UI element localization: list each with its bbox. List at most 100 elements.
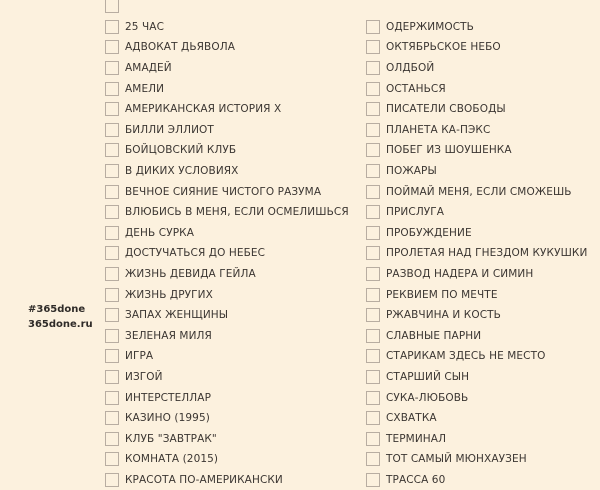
checklist-item[interactable]: АМАДЕЙ	[105, 58, 349, 79]
checkbox[interactable]	[105, 287, 119, 302]
checklist-item[interactable]: В ДИКИХ УСЛОВИЯХ	[105, 161, 349, 182]
checkbox[interactable]	[105, 81, 119, 96]
checklist-item[interactable]: ТРАССА 60	[366, 470, 587, 490]
checkbox[interactable]	[366, 287, 380, 302]
checkbox[interactable]	[366, 267, 380, 282]
checkbox[interactable]	[366, 452, 380, 467]
checklist-item[interactable]: СТАРШИЙ СЫН	[366, 367, 587, 388]
checkbox[interactable]	[105, 472, 119, 487]
checklist-item[interactable]: КЛУБ "ЗАВТРАК"	[105, 428, 349, 449]
checkbox[interactable]	[105, 267, 119, 282]
checklist-item[interactable]: КАЗИНО (1995)	[105, 408, 349, 429]
checkbox[interactable]	[105, 164, 119, 179]
site-label[interactable]: 365done.ru	[28, 319, 93, 330]
checklist-item[interactable]: ВЛЮБИСЬ В МЕНЯ, ЕСЛИ ОСМЕЛИШЬСЯ	[105, 202, 349, 223]
checklist-item[interactable]: ПОЖАРЫ	[366, 161, 587, 182]
checklist-item-label: БОЙЦОВСКИЙ КЛУБ	[125, 144, 237, 157]
checklist-item[interactable]: СЛАВНЫЕ ПАРНИ	[366, 326, 587, 347]
checklist-item[interactable]: КОМНАТА (2015)	[105, 449, 349, 470]
checkbox[interactable]	[105, 349, 119, 364]
checkbox[interactable]	[105, 246, 119, 261]
checkbox[interactable]	[105, 411, 119, 426]
checkbox[interactable]	[105, 0, 119, 14]
checklist-item[interactable]: ПИСАТЕЛИ СВОБОДЫ	[366, 99, 587, 120]
checklist-item[interactable]: ПОЙМАЙ МЕНЯ, ЕСЛИ СМОЖЕШЬ	[366, 181, 587, 202]
checkbox[interactable]	[105, 143, 119, 158]
checkbox[interactable]	[366, 122, 380, 137]
checklist-item[interactable]: СТАРИКАМ ЗДЕСЬ НЕ МЕСТО	[366, 346, 587, 367]
checklist-item-label: ОСТАНЬСЯ	[386, 82, 446, 95]
checklist-item[interactable]: АДВОКАТ ДЬЯВОЛА	[105, 37, 349, 58]
checkbox[interactable]	[366, 143, 380, 158]
checkbox[interactable]	[366, 431, 380, 446]
checkbox[interactable]	[105, 308, 119, 323]
checklist-item-label: СЛАВНЫЕ ПАРНИ	[386, 329, 482, 342]
checkbox[interactable]	[366, 225, 380, 240]
checkbox[interactable]	[105, 328, 119, 343]
checklist-item[interactable]: ДЕНЬ СУРКА	[105, 223, 349, 244]
checkbox[interactable]	[366, 390, 380, 405]
checklist-item[interactable]: РЖАВЧИНА И КОСТЬ	[366, 305, 587, 326]
checklist-item[interactable]: ПОБЕГ ИЗ ШОУШЕНКА	[366, 140, 587, 161]
checkbox[interactable]	[366, 308, 380, 323]
checkbox[interactable]	[366, 40, 380, 55]
checkbox[interactable]	[366, 472, 380, 487]
checklist-item[interactable]: ТЕРМИНАЛ	[366, 428, 587, 449]
checklist-item[interactable]: РЕКВИЕМ ПО МЕЧТЕ	[366, 284, 587, 305]
checklist-item[interactable]: ПЛАНЕТА КА-ПЭКС	[366, 120, 587, 141]
checklist-item[interactable]: ОСТАНЬСЯ	[366, 78, 587, 99]
checklist-item[interactable]	[105, 0, 349, 17]
checklist-item[interactable]: БИЛЛИ ЭЛЛИОТ	[105, 120, 349, 141]
checkbox[interactable]	[366, 19, 380, 34]
checklist-item[interactable]: ЗАПАХ ЖЕНЩИНЫ	[105, 305, 349, 326]
checklist-item-label: ОКТЯБРЬСКОЕ НЕБО	[386, 41, 501, 54]
checklist-item[interactable]: ЗЕЛЕНАЯ МИЛЯ	[105, 326, 349, 347]
checkbox[interactable]	[105, 184, 119, 199]
checklist-item[interactable]: ПРОБУЖДЕНИЕ	[366, 223, 587, 244]
checklist-item-label: ПИСАТЕЛИ СВОБОДЫ	[386, 103, 506, 116]
checkbox[interactable]	[105, 452, 119, 467]
checklist-item[interactable]: СУКА-ЛЮБОВЬ	[366, 387, 587, 408]
checkbox[interactable]	[366, 81, 380, 96]
checkbox[interactable]	[105, 431, 119, 446]
checkbox[interactable]	[105, 40, 119, 55]
checkbox[interactable]	[366, 61, 380, 76]
checkbox[interactable]	[366, 205, 380, 220]
checklist-item[interactable]: КРАСОТА ПО-АМЕРИКАНСКИ	[105, 470, 349, 490]
checklist-item[interactable]: ЖИЗНЬ ДЕВИДА ГЕЙЛА	[105, 264, 349, 285]
checkbox[interactable]	[105, 225, 119, 240]
checklist-item[interactable]: ВЕЧНОЕ СИЯНИЕ ЧИСТОГО РАЗУМА	[105, 181, 349, 202]
checklist-item[interactable]: ПРИСЛУГА	[366, 202, 587, 223]
checklist-item[interactable]: ТОТ САМЫЙ МЮНХАУЗЕН	[366, 449, 587, 470]
checkbox[interactable]	[366, 411, 380, 426]
checklist-item[interactable]: ИГРА	[105, 346, 349, 367]
checkbox[interactable]	[366, 102, 380, 117]
checkbox[interactable]	[366, 184, 380, 199]
checkbox[interactable]	[366, 369, 380, 384]
checklist-item[interactable]: ДОСТУЧАТЬСЯ ДО НЕБЕС	[105, 243, 349, 264]
checklist-item[interactable]: ИЗГОЙ	[105, 367, 349, 388]
checklist-item[interactable]: РАЗВОД НАДЕРА И СИМИН	[366, 264, 587, 285]
checklist-item[interactable]: СХВАТКА	[366, 408, 587, 429]
checklist-item[interactable]: БОЙЦОВСКИЙ КЛУБ	[105, 140, 349, 161]
checkbox[interactable]	[105, 122, 119, 137]
checkbox[interactable]	[366, 328, 380, 343]
checkbox[interactable]	[105, 61, 119, 76]
checklist-item[interactable]: ЖИЗНЬ ДРУГИХ	[105, 284, 349, 305]
checkbox[interactable]	[105, 19, 119, 34]
checklist-item[interactable]: ПРОЛЕТАЯ НАД ГНЕЗДОМ КУКУШКИ	[366, 243, 587, 264]
checklist-item[interactable]: ИНТЕРСТЕЛЛАР	[105, 387, 349, 408]
checkbox[interactable]	[366, 246, 380, 261]
checkbox[interactable]	[105, 102, 119, 117]
checklist-item[interactable]: АМЕРИКАНСКАЯ ИСТОРИЯ X	[105, 99, 349, 120]
checklist-item[interactable]: ОЛДБОЙ	[366, 58, 587, 79]
checkbox[interactable]	[366, 349, 380, 364]
checklist-item[interactable]: АМЕЛИ	[105, 78, 349, 99]
checkbox[interactable]	[105, 205, 119, 220]
checkbox[interactable]	[366, 164, 380, 179]
checklist-item[interactable]: ОДЕРЖИМОСТЬ	[366, 17, 587, 38]
checklist-item[interactable]: 25 ЧАС	[105, 17, 349, 38]
checkbox[interactable]	[105, 369, 119, 384]
checklist-item[interactable]: ОКТЯБРЬСКОЕ НЕБО	[366, 37, 587, 58]
checkbox[interactable]	[105, 390, 119, 405]
